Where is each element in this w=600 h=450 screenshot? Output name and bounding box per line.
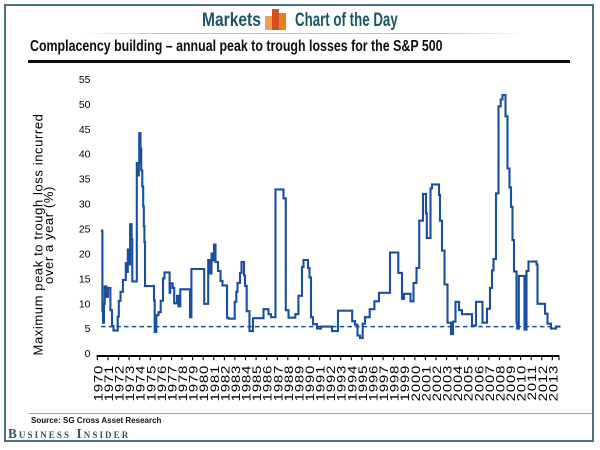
svg-text:2003: 2003 [441,365,454,402]
svg-text:2005: 2005 [462,365,475,402]
svg-text:1973: 1973 [124,365,137,402]
svg-text:1989: 1989 [293,365,306,402]
svg-text:1997: 1997 [378,365,391,402]
svg-text:15: 15 [79,273,91,285]
svg-text:2011: 2011 [526,365,539,400]
svg-text:2001: 2001 [420,365,433,402]
svg-text:1982: 1982 [219,365,232,402]
svg-text:over a year (%): over a year (%) [41,186,56,284]
svg-text:2008: 2008 [494,365,507,402]
svg-text:2004: 2004 [452,365,465,402]
svg-text:2007: 2007 [483,365,496,402]
svg-text:1985: 1985 [251,365,264,402]
svg-text:5: 5 [85,323,91,335]
svg-text:1999: 1999 [399,365,412,402]
svg-text:2000: 2000 [409,365,422,402]
svg-text:1991: 1991 [314,365,327,402]
svg-text:1986: 1986 [261,365,274,402]
svg-text:1988: 1988 [282,365,295,402]
svg-text:1995: 1995 [356,365,369,402]
svg-text:2002: 2002 [431,365,444,402]
svg-text:1990: 1990 [304,365,317,402]
svg-text:40: 40 [79,149,91,161]
svg-text:50: 50 [79,99,91,111]
svg-text:10: 10 [79,298,91,310]
svg-text:1971: 1971 [103,365,116,402]
svg-text:0: 0 [85,348,91,360]
svg-text:1976: 1976 [155,365,168,402]
svg-text:1993: 1993 [335,365,348,402]
svg-text:1987: 1987 [272,365,285,402]
svg-text:1980: 1980 [198,365,211,402]
svg-text:2009: 2009 [505,365,518,402]
svg-text:1970: 1970 [92,365,105,402]
svg-text:2012: 2012 [536,365,549,402]
svg-text:2013: 2013 [547,365,560,402]
svg-text:1979: 1979 [187,365,200,402]
svg-text:1977: 1977 [166,365,179,402]
svg-text:25: 25 [79,224,91,236]
svg-text:1998: 1998 [388,365,401,402]
svg-text:1974: 1974 [134,365,147,402]
svg-text:30: 30 [79,199,91,211]
svg-text:1972: 1972 [113,365,126,402]
svg-text:1984: 1984 [240,365,253,402]
svg-text:1996: 1996 [367,365,380,402]
svg-text:20: 20 [79,248,91,260]
svg-text:55: 55 [79,74,91,86]
svg-text:35: 35 [79,174,91,186]
svg-text:1994: 1994 [346,365,359,402]
svg-text:2010: 2010 [515,365,528,402]
svg-text:Maximum peak to trough loss in: Maximum peak to trough loss incurred [31,114,46,356]
svg-text:1978: 1978 [177,365,190,402]
svg-text:1975: 1975 [145,365,158,402]
svg-text:1983: 1983 [229,365,242,402]
svg-text:1992: 1992 [325,365,338,402]
svg-text:2006: 2006 [473,365,486,402]
svg-text:45: 45 [79,124,91,136]
svg-text:1981: 1981 [208,365,221,402]
